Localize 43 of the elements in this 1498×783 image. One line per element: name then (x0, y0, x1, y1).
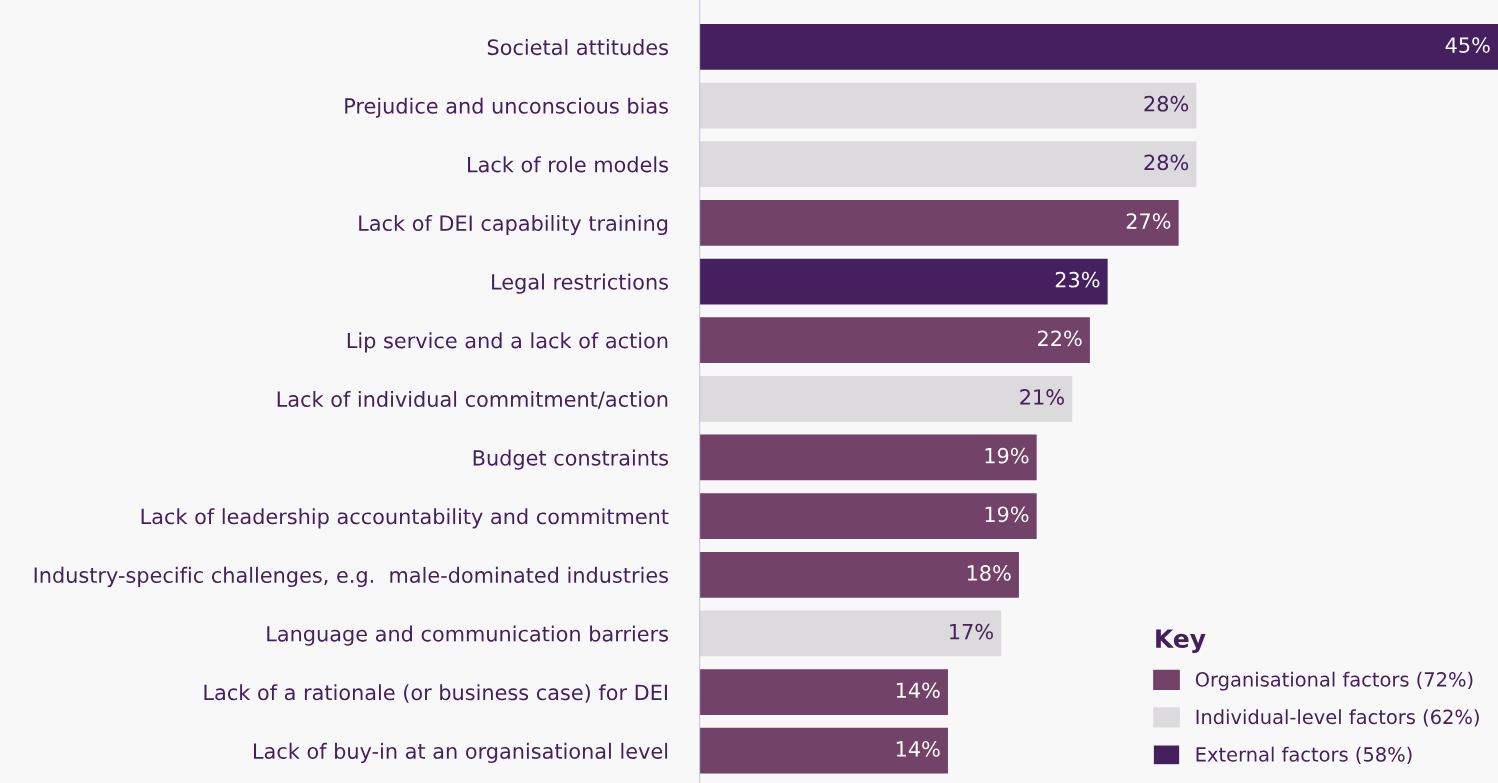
bar (699, 258, 1108, 305)
bar (699, 82, 1197, 129)
bar (699, 727, 948, 774)
bar (699, 24, 1498, 70)
data-label: 19% (985, 447, 1029, 464)
data-label: 14% (896, 741, 940, 757)
data-label: 28% (1144, 154, 1189, 171)
data-label: 14% (896, 682, 940, 699)
data-label: 18% (967, 565, 1011, 581)
data-label: 21% (1020, 389, 1064, 405)
data-label: 23% (1055, 271, 1100, 288)
data-label: 45% (1445, 37, 1490, 53)
bar (699, 610, 1002, 657)
y-tick-label: Lack of individual commitment/action (277, 390, 668, 409)
bar (699, 141, 1197, 188)
y-tick-label: Lip service and a lack of action (347, 332, 668, 353)
y-tick-label: Societal attitudes (487, 39, 668, 56)
bar (699, 317, 1090, 364)
legend-label: External factors (58%) (1196, 746, 1412, 765)
y-tick-label: Language and communication barriers (267, 625, 668, 646)
legend-label: Individual-level factors (62%) (1196, 709, 1479, 727)
y-tick-label: Industry-specific challenges, e.g. male-dominated industries (34, 566, 668, 588)
y-tick-label: Legal restrictions (492, 273, 668, 294)
legend-label: Organisational factors (72%) (1195, 671, 1473, 691)
bar (699, 551, 1019, 598)
y-tick-label: Prejudice and unconscious bias (345, 97, 668, 118)
data-label: 28% (1144, 95, 1189, 112)
bar (699, 200, 1179, 246)
bar (699, 669, 948, 715)
y-tick-label: Lack of buy-in at an organisational level (253, 742, 668, 763)
data-label: 22% (1038, 330, 1082, 347)
y-tick-label: Budget constraints (473, 449, 668, 470)
y-tick-label: Lack of leadership accountability and commitment (141, 508, 669, 529)
data-label: 27% (1126, 213, 1171, 229)
legend-title: Key (1156, 629, 1206, 654)
data-label: 19% (985, 506, 1029, 523)
bar (699, 375, 1073, 422)
data-label: 17% (950, 623, 993, 640)
y-tick-label: Lack of a rationale (or business case) for DEI (204, 684, 667, 703)
y-tick-label: Lack of role models (468, 156, 668, 173)
y-tick-label: Lack of DEI capability training (359, 214, 668, 236)
bar (699, 493, 1037, 540)
bar (699, 434, 1037, 481)
